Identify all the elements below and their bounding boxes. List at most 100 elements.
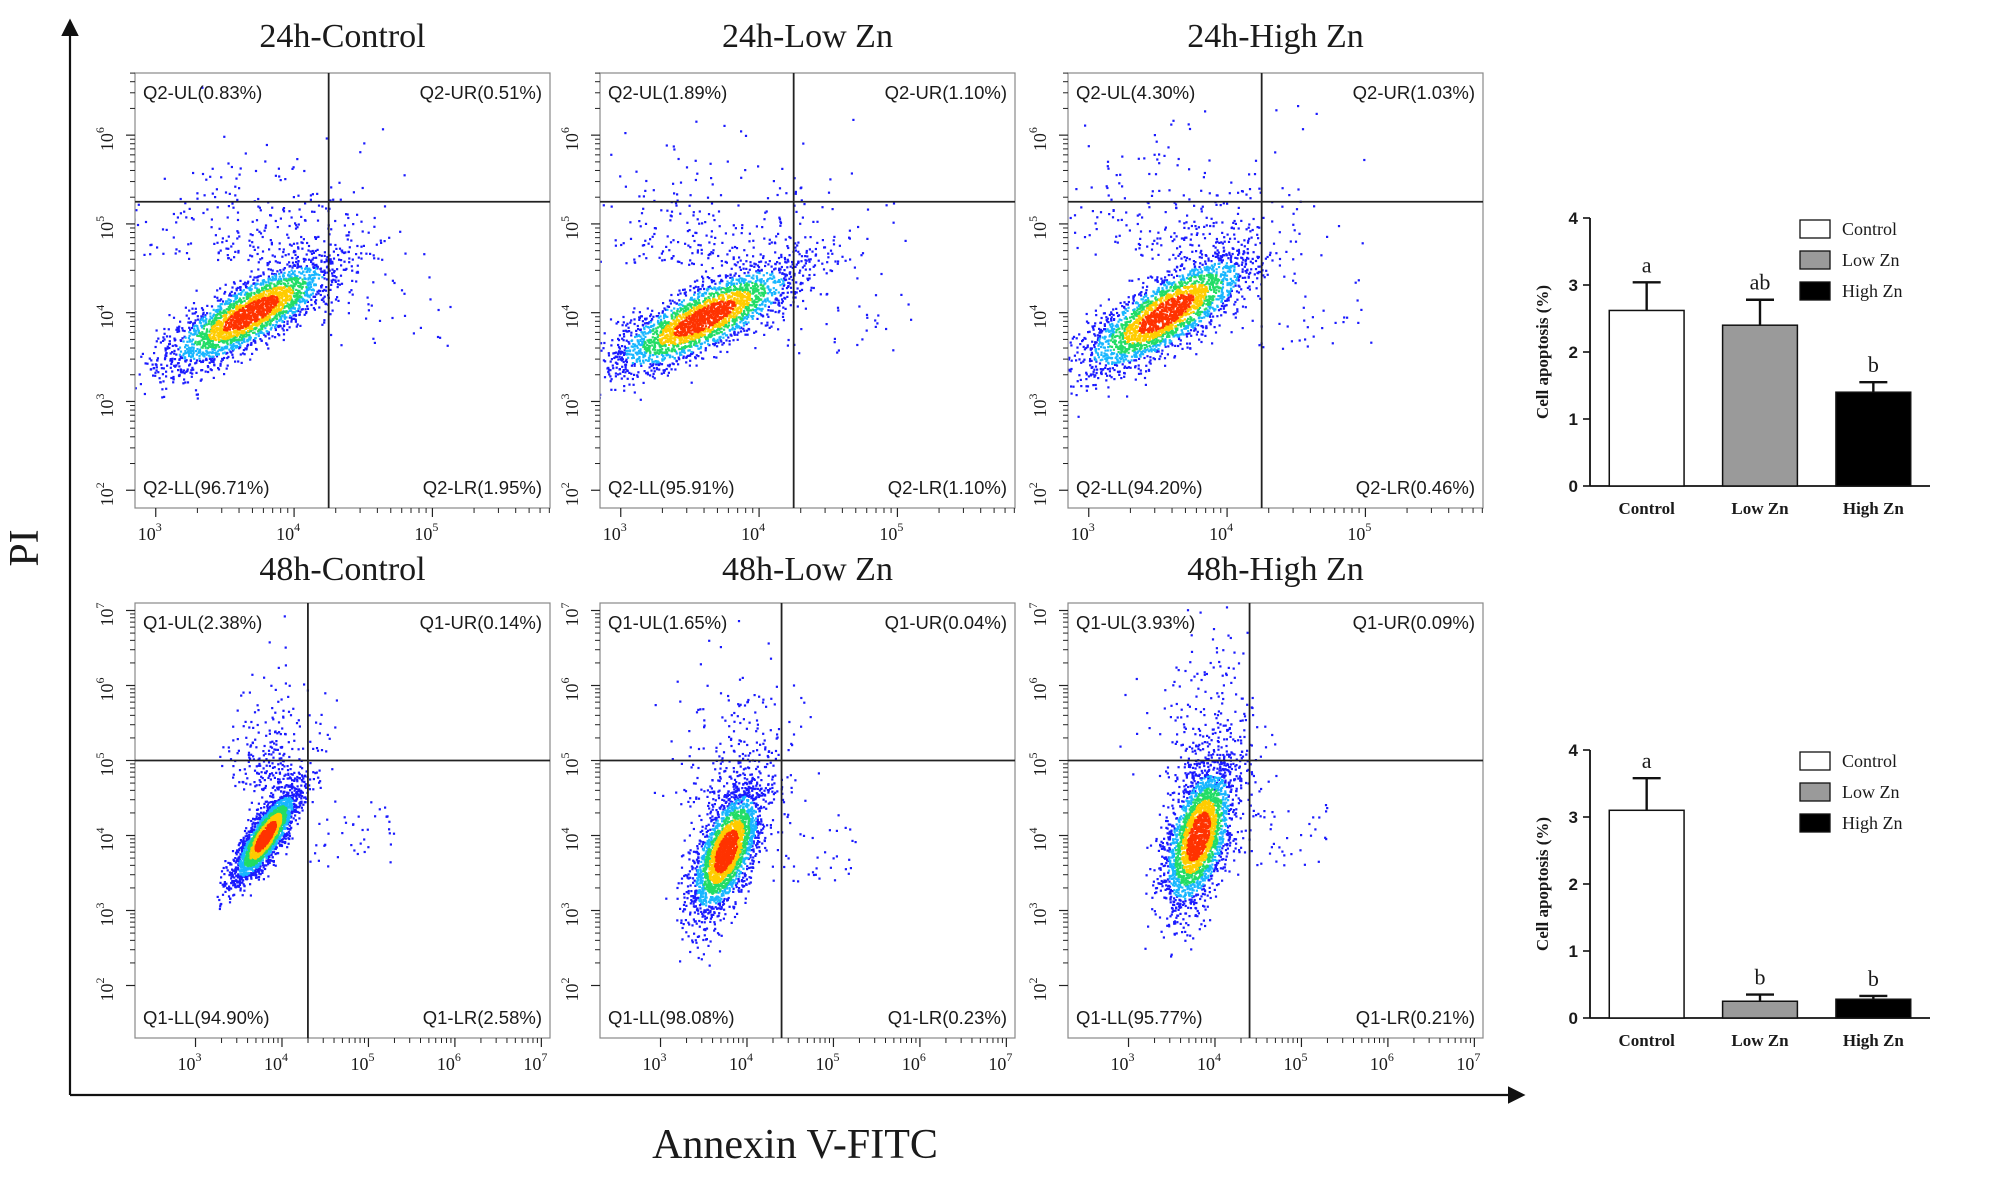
y-tick-label: 102	[93, 482, 117, 506]
significance-letter: b	[1868, 966, 1879, 991]
bar-chart-48h: 0 1 2 3 4 Cell apoptosis (%) a Control b Low Zn b H…	[1533, 741, 1930, 1050]
bar-y-tick-label: 2	[1569, 875, 1578, 894]
quadrant-label-ul: Q1-UL(2.38%)	[143, 612, 262, 633]
quadrant-label-lr: Q1-LR(0.21%)	[1356, 1007, 1475, 1028]
y-tick-label: 106	[558, 127, 582, 151]
x-tick-label: 104	[729, 1050, 753, 1074]
bar-high-zn	[1835, 391, 1912, 487]
panel-48h-low-zn: 48h-Low Zn 103 104 105 106 107 102 103 104 105 106…	[558, 551, 1016, 1074]
quadrant-label-ll: Q1-LL(94.90%)	[143, 1007, 269, 1028]
quadrant-label-ll: Q1-LL(95.77%)	[1076, 1007, 1202, 1028]
legend-label: Control	[1842, 751, 1897, 771]
panel-title: 48h-Low Zn	[722, 551, 893, 588]
y-tick-label: 104	[558, 305, 582, 329]
x-tick-label: 105	[414, 520, 438, 544]
bar-y-tick-label: 0	[1569, 1009, 1578, 1028]
quadrant-label-ll: Q1-LL(98.08%)	[608, 1007, 734, 1028]
bar-y-axis-label: Cell apoptosis (%)	[1533, 285, 1552, 419]
significance-letter: b	[1868, 352, 1879, 377]
x-tick-label: 105	[815, 1050, 839, 1074]
x-tick-label: 104	[264, 1050, 288, 1074]
y-tick-label: 103	[558, 393, 582, 417]
y-axis-title: PI	[2, 529, 48, 566]
quadrant-label-ul: Q2-UL(4.30%)	[1076, 82, 1195, 103]
x-axis-title: Annexin V-FITC	[652, 1122, 938, 1168]
quadrant-label-lr: Q2-LR(0.46%)	[1356, 477, 1475, 498]
y-tick-label: 105	[93, 216, 117, 240]
x-tick-label: 103	[603, 520, 627, 544]
bar-category-label: Low Zn	[1731, 499, 1789, 518]
y-tick-label: 103	[558, 903, 582, 927]
x-tick-label: 105	[350, 1050, 374, 1074]
legend-swatch	[1799, 813, 1831, 833]
x-tick-label: 105	[879, 520, 903, 544]
y-tick-label: 104	[1026, 828, 1050, 852]
bar-category-label: Control	[1618, 499, 1675, 518]
x-tick-label: 103	[1071, 520, 1095, 544]
y-tick-label: 106	[93, 127, 117, 151]
bar-y-tick-label: 1	[1569, 410, 1578, 429]
y-tick-label: 105	[558, 753, 582, 777]
legend-swatch	[1799, 751, 1831, 771]
quadrant-label-ul: Q2-UL(0.83%)	[143, 82, 262, 103]
panel-48h-high-zn: 48h-High Zn 103 104 105 106 107 102 103 104 105 10…	[1026, 551, 1484, 1074]
panel-48h-control: 48h-Control 103 104 105 106 107 102 103 104 105 10…	[93, 551, 551, 1074]
quadrant-label-ll: Q2-LL(94.20%)	[1076, 477, 1202, 498]
legend-label: Low Zn	[1842, 250, 1900, 270]
y-tick-label: 107	[558, 603, 582, 627]
y-tick-label: 103	[93, 393, 117, 417]
bar-chart-24h: 0 1 2 3 4 Cell apoptosis (%) a Control ab Low Zn b…	[1533, 209, 1930, 518]
event-dots	[135, 86, 452, 400]
quadrant-label-ur: Q2-UR(1.03%)	[1353, 82, 1475, 103]
bar-y-tick-label: 0	[1569, 477, 1578, 496]
y-tick-label: 102	[1026, 482, 1050, 506]
y-tick-label: 102	[558, 482, 582, 506]
quadrant-label-ur: Q2-UR(0.51%)	[420, 82, 542, 103]
bar-y-tick-label: 1	[1569, 942, 1578, 961]
x-tick-label: 106	[902, 1050, 926, 1074]
legend-label: Control	[1842, 219, 1897, 239]
quadrant-label-ur: Q2-UR(1.10%)	[885, 82, 1007, 103]
plot-frame	[1067, 602, 1484, 1039]
y-tick-label: 107	[93, 603, 117, 627]
x-tick-label: 104	[741, 520, 765, 544]
quadrant-label-lr: Q2-LR(1.95%)	[423, 477, 542, 498]
bar-y-tick-label: 3	[1569, 808, 1578, 827]
panel-title: 24h-Low Zn	[722, 18, 893, 55]
x-tick-label: 105	[1347, 520, 1371, 544]
event-dots	[216, 615, 396, 911]
y-tick-label: 102	[93, 978, 117, 1002]
x-tick-label: 104	[1197, 1050, 1221, 1074]
y-tick-label: 105	[558, 216, 582, 240]
legend-swatch	[1799, 281, 1831, 301]
quadrant-label-lr: Q2-LR(1.10%)	[888, 477, 1007, 498]
y-tick-label: 104	[558, 828, 582, 852]
plot-frame	[134, 72, 551, 509]
y-tick-label: 106	[1026, 678, 1050, 702]
y-tick-label: 102	[558, 978, 582, 1002]
panel-24h-control: 24h-Control 103 104 105 102 103 104 105 106 Q2-UL…	[93, 18, 551, 544]
bar-control	[1608, 809, 1685, 1019]
legend-swatch	[1799, 782, 1831, 802]
event-dots	[1068, 105, 1373, 418]
quadrant-label-ll: Q2-LL(95.91%)	[608, 477, 734, 498]
y-tick-label: 104	[93, 828, 117, 852]
plot-frame	[1067, 72, 1484, 509]
y-tick-label: 103	[93, 903, 117, 927]
x-tick-label: 104	[276, 520, 300, 544]
bar-low-zn	[1721, 1000, 1799, 1019]
bar-category-label: High Zn	[1843, 1031, 1904, 1050]
panel-24h-high-zn: 24h-High Zn 103 104 105 102 103 104 105 106 Q2-UL…	[1026, 18, 1484, 544]
bar-y-tick-label: 4	[1569, 741, 1579, 760]
y-tick-label: 103	[1026, 393, 1050, 417]
quadrant-label-ul: Q2-UL(1.89%)	[608, 82, 727, 103]
plot-frame	[599, 602, 1016, 1039]
y-tick-label: 104	[1026, 305, 1050, 329]
y-tick-label: 104	[93, 305, 117, 329]
quadrant-label-lr: Q1-LR(0.23%)	[888, 1007, 1007, 1028]
bar-low-zn	[1721, 324, 1799, 487]
quadrant-label-ul: Q1-UL(3.93%)	[1076, 612, 1195, 633]
y-tick-label: 105	[1026, 216, 1050, 240]
plot-frame	[599, 72, 1016, 509]
quadrant-label-lr: Q1-LR(2.58%)	[423, 1007, 542, 1028]
